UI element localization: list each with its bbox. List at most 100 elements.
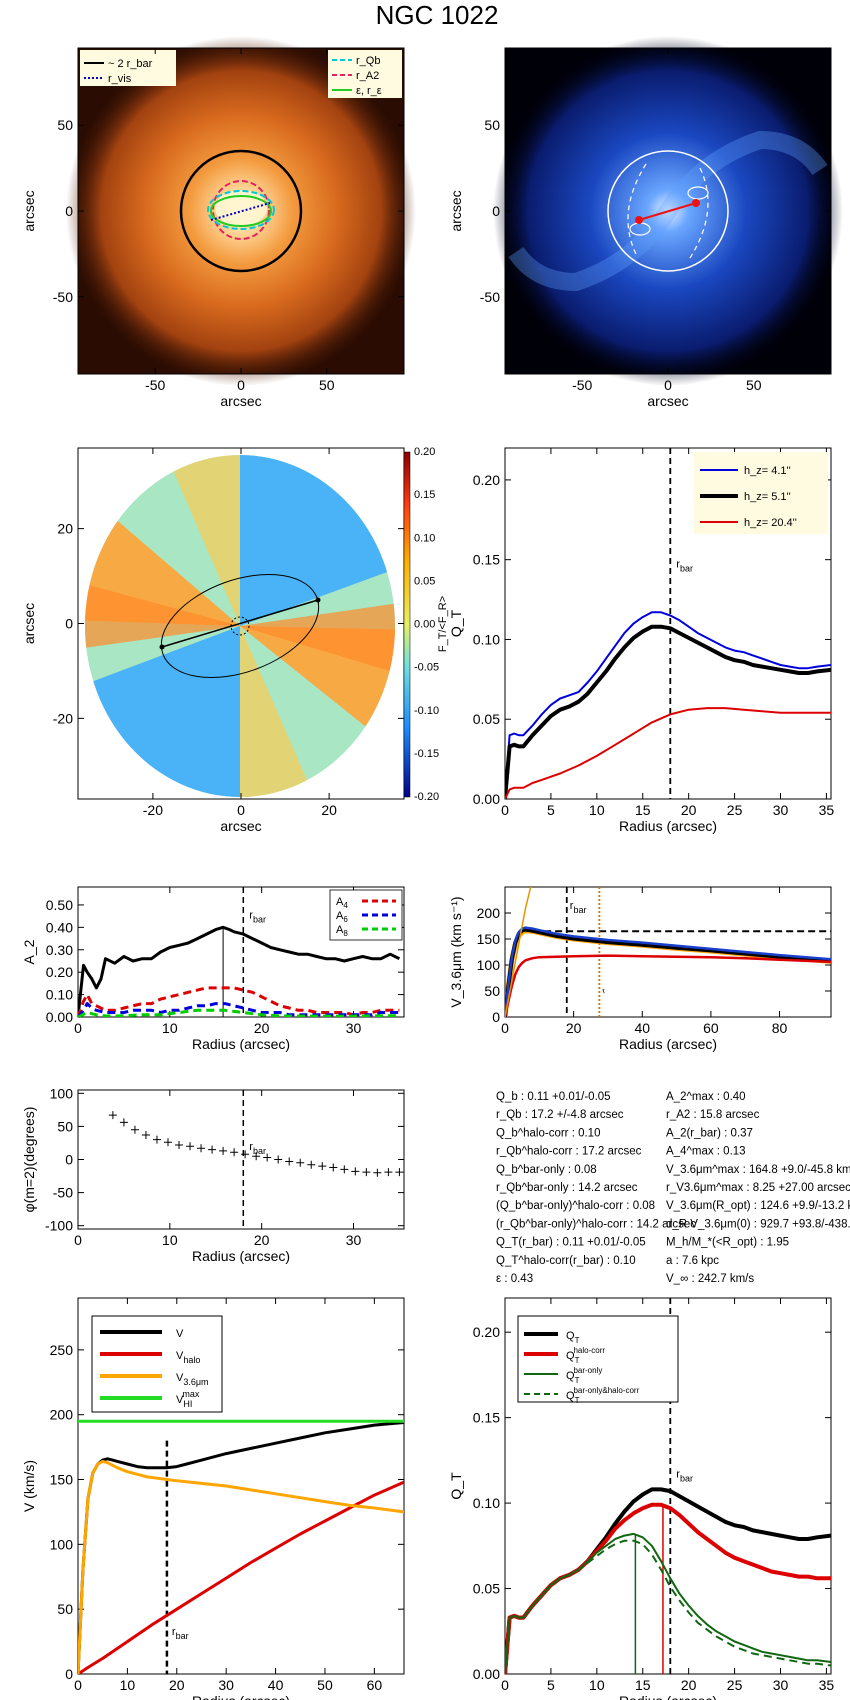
x-tick-label: 0 [501, 802, 509, 818]
x-tick-label: 0 [237, 377, 245, 393]
panel-1-2rbar-circle [179, 149, 303, 273]
x-tick-label: 15 [635, 1677, 651, 1693]
series-line-a-2 [78, 925, 401, 1017]
rbar-label: rbar [172, 1626, 189, 1641]
panel-6: 0 20 40 60 80 0 50 100 150 200 Radius (arcsec) V_3.… [448, 886, 832, 1052]
x-tick-label: 10 [589, 1677, 605, 1693]
x-tick-label: 25 [727, 802, 743, 818]
x-tick-label: 80 [772, 1020, 788, 1036]
vmax-quarter-ropt-label: r [601, 986, 607, 995]
y-tick-label: 200 [477, 905, 501, 921]
y-tick-label: -50 [53, 289, 73, 305]
x-tick-label: 30 [346, 1232, 362, 1248]
x-tick-label: 30 [773, 802, 789, 818]
scatter-point [130, 1125, 139, 1134]
y-tick-label: 0.40 [46, 919, 73, 935]
panel-1-rQb-ellipse [207, 190, 275, 230]
plot-frame [504, 447, 832, 800]
series-line-a-4 [78, 986, 400, 1017]
y-tick-label: 150 [477, 931, 501, 947]
colorbar-tick-label: -0.05 [414, 662, 439, 674]
x-tick-label: 30 [346, 1020, 362, 1036]
colorbar-tick-label: 0.15 [414, 489, 435, 501]
x-tick-label: 60 [703, 1020, 719, 1036]
x-tick-label: 10 [120, 1677, 136, 1693]
parameter-line: (r_Qb^bar-only)^halo-corr : 14.2 arcsec [496, 1218, 696, 1230]
y-tick-label: 50 [484, 983, 500, 999]
x-tick-label: 20 [566, 1020, 582, 1036]
x-tick-label: 5 [547, 1677, 555, 1693]
x-tick-label: 50 [319, 377, 335, 393]
parameter-line: A_2^max : 0.40 [666, 1091, 746, 1103]
y-tick-label: 0 [65, 616, 73, 632]
parameter-line: Q_b^bar-only : 0.08 [496, 1164, 597, 1176]
panel-2-bar-end-1 [635, 216, 643, 224]
panel-2-spiral-arm-1 [660, 130, 828, 216]
panel-3-bar-end-1 [159, 644, 165, 650]
scatter-point [296, 1158, 305, 1167]
parameter-line: V_∞ : 242.7 km/s [666, 1273, 754, 1285]
x-axis-label: Radius (arcsec) [192, 1036, 290, 1052]
legend-box [694, 452, 828, 534]
legend-box [517, 1315, 679, 1403]
scatter-point [241, 1150, 250, 1159]
panel-2-bar-line [638, 202, 697, 221]
rbar-label: rbar [676, 1468, 693, 1483]
series-line-q-t-bar-only-halo-corr [505, 1539, 831, 1674]
x-tick-label: -20 [143, 802, 163, 818]
x-tick-label: 35 [819, 1677, 835, 1693]
x-tick-label: 40 [268, 1677, 284, 1693]
y-tick-label: 0.00 [473, 791, 500, 807]
y-tick-label: 150 [50, 1472, 74, 1488]
panel-1-epsilon-ellipse [210, 195, 272, 227]
legend-rvis-label: r_vis [108, 73, 132, 85]
series-line-h-z-5-1- [505, 624, 831, 799]
x-tick-label: 50 [746, 377, 762, 393]
colorbar-tick-label: -0.10 [414, 705, 439, 717]
x-tick-label: -50 [145, 377, 165, 393]
scatter-point [230, 1148, 239, 1157]
y-tick-label: 0.50 [46, 897, 73, 913]
y-tick-label: 100 [477, 957, 501, 973]
y-tick-label: 0.10 [46, 987, 73, 1003]
x-axis-label: Radius (arcsec) [619, 1036, 717, 1052]
parameters-panel: Q_b : 0.11 +0.01/-0.05 r_Qb : 17.2 +/-4.8… [496, 1091, 850, 1285]
plot-frame [77, 1089, 405, 1230]
scatter-point [208, 1145, 217, 1154]
series-line-h-z-4-1- [505, 611, 831, 799]
parameter-line: r_V3.6μm^max : 8.25 +27.00 arcsec [666, 1182, 850, 1194]
y-tick-label: 0.10 [473, 1495, 500, 1511]
panel-3-colorbar-label: F_T/<F_R> [437, 596, 449, 652]
series-line-v [78, 1421, 404, 1674]
rbar-label: rbar [249, 1141, 266, 1156]
scatter-point [152, 1135, 161, 1144]
scatter-point [219, 1146, 228, 1155]
heatmap-band-2 [240, 626, 320, 797]
scatter-point [175, 1140, 184, 1149]
colorbar-tick-label: -0.20 [414, 791, 439, 803]
x-tick-label: 0 [501, 1020, 509, 1036]
panel-6-data [505, 887, 831, 1017]
x-tick-label: -50 [572, 377, 592, 393]
y-tick-label: -50 [480, 289, 500, 305]
x-tick-label: 20 [321, 802, 337, 818]
panel-2-spiral-arm-2 [508, 206, 676, 292]
rbar-label: rbar [249, 909, 266, 924]
x-tick-label: 60 [367, 1677, 383, 1693]
colorbar-tick-label: -0.15 [414, 748, 439, 760]
parameter-line: A_2(r_bar) : 0.37 [666, 1127, 753, 1139]
parameter-line: Q_b^halo-corr : 0.10 [496, 1127, 600, 1139]
x-tick-label: 10 [162, 1020, 178, 1036]
legend-eps-label: ε, r_ε [356, 85, 382, 97]
rbar-label: rbar [570, 900, 587, 915]
y-tick-label: 250 [50, 1342, 74, 1358]
plot-frame [504, 886, 832, 1018]
x-tick-label: 0 [501, 1677, 509, 1693]
parameter-line: V_3.6μm^max : 164.8 +9.0/-45.8 km/s [666, 1164, 850, 1176]
axes-p3: -20 0 20 -20 0 20 arcsec arcsec [21, 448, 404, 834]
series-line-q-t-bar-only [505, 1532, 831, 1674]
panel-5: 0 10 20 30 0.00 0.10 0.20 0.30 0.40 0.50 Radius (a… [21, 886, 405, 1052]
legend-rA2-label: r_A2 [356, 70, 379, 82]
